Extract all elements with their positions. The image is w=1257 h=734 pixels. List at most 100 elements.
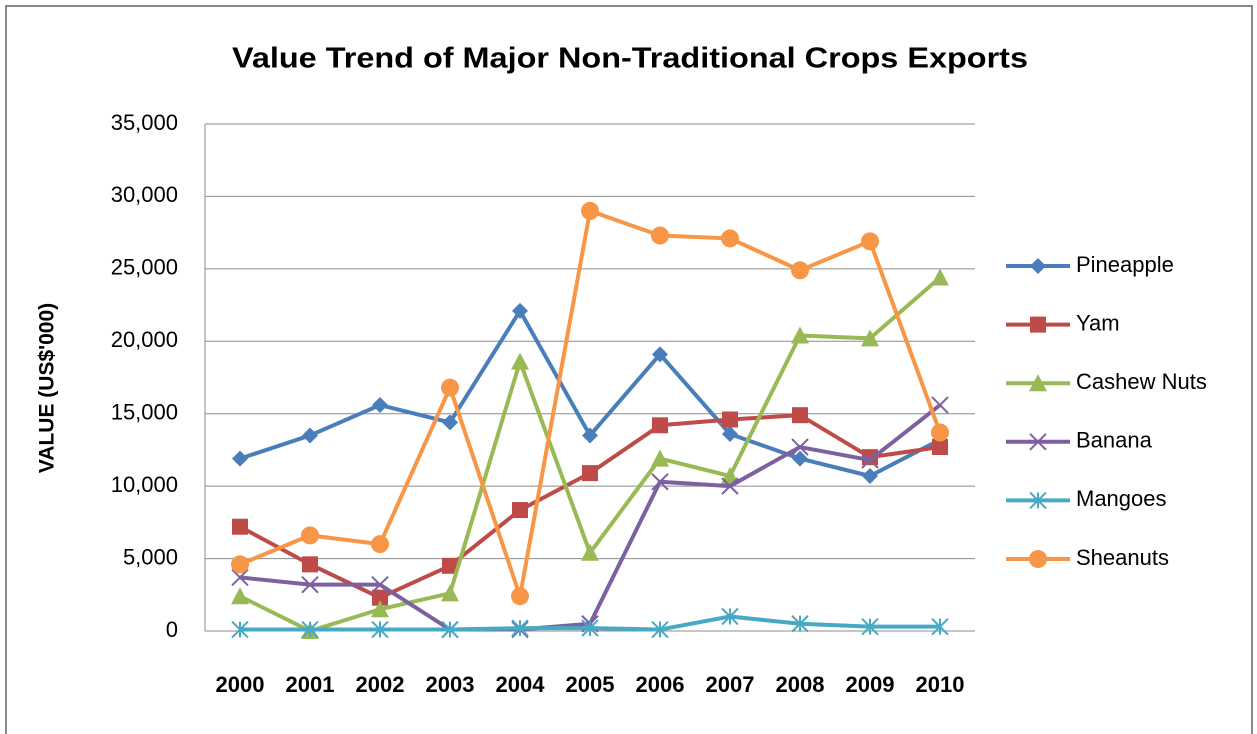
marker-shape bbox=[231, 587, 249, 605]
marker bbox=[1029, 433, 1047, 451]
marker-shape bbox=[581, 543, 599, 561]
marker bbox=[582, 465, 598, 482]
x-tick-label: 2004 bbox=[496, 672, 546, 697]
marker-shape bbox=[1029, 491, 1047, 510]
marker bbox=[652, 346, 668, 363]
marker bbox=[791, 261, 809, 280]
marker bbox=[861, 617, 879, 636]
marker-shape bbox=[652, 346, 668, 363]
marker-shape bbox=[371, 600, 389, 618]
marker-shape bbox=[862, 468, 878, 485]
marker-shape bbox=[371, 575, 389, 594]
marker-shape bbox=[721, 607, 739, 626]
marker bbox=[1030, 258, 1046, 274]
marker-shape bbox=[722, 425, 738, 442]
x-tick-label: 2009 bbox=[846, 672, 895, 697]
marker-shape bbox=[1029, 550, 1047, 568]
marker bbox=[581, 543, 599, 561]
marker bbox=[931, 396, 949, 414]
marker bbox=[651, 620, 669, 639]
legend-label: Cashew Nuts bbox=[1076, 369, 1207, 394]
x-tick-label: 2001 bbox=[286, 672, 335, 697]
marker bbox=[371, 600, 389, 618]
marker bbox=[511, 619, 529, 637]
marker-shape bbox=[651, 473, 669, 491]
legend-label: Sheanuts bbox=[1076, 545, 1169, 570]
marker bbox=[792, 450, 808, 467]
marker-shape bbox=[232, 450, 248, 467]
marker bbox=[372, 589, 388, 606]
marker bbox=[302, 556, 318, 573]
marker-shape bbox=[791, 438, 809, 456]
marker-shape bbox=[791, 326, 809, 344]
marker bbox=[861, 451, 879, 469]
marker-shape bbox=[582, 427, 598, 444]
marker-shape bbox=[1029, 374, 1047, 392]
marker bbox=[231, 555, 249, 574]
marker bbox=[441, 620, 459, 639]
marker-shape bbox=[231, 555, 249, 574]
marker-shape bbox=[792, 407, 808, 424]
marker bbox=[442, 557, 458, 574]
marker-shape bbox=[582, 465, 598, 482]
marker bbox=[302, 427, 318, 444]
marker-shape bbox=[721, 467, 739, 485]
marker-shape bbox=[442, 414, 458, 431]
marker bbox=[512, 502, 528, 519]
marker-shape bbox=[861, 329, 879, 347]
marker bbox=[861, 232, 879, 251]
marker bbox=[1029, 374, 1047, 392]
marker-shape bbox=[721, 229, 739, 248]
marker-shape bbox=[442, 557, 458, 574]
marker bbox=[581, 201, 599, 220]
marker bbox=[721, 607, 739, 626]
marker bbox=[721, 467, 739, 485]
marker bbox=[512, 302, 528, 319]
legend-label: Banana bbox=[1076, 428, 1153, 453]
marker-shape bbox=[301, 526, 319, 545]
marker-shape bbox=[371, 535, 389, 554]
marker-shape bbox=[301, 575, 319, 594]
marker-shape bbox=[372, 397, 388, 414]
x-tick-label: 2000 bbox=[216, 672, 265, 697]
marker bbox=[932, 439, 948, 456]
marker-shape bbox=[651, 449, 669, 467]
marker bbox=[231, 620, 249, 639]
marker-shape bbox=[511, 619, 529, 637]
marker bbox=[862, 468, 878, 485]
y-tick-label: 5,000 bbox=[123, 544, 178, 569]
marker-shape bbox=[931, 423, 949, 442]
marker bbox=[441, 378, 459, 397]
marker-shape bbox=[791, 615, 809, 633]
marker-shape bbox=[721, 477, 739, 495]
marker-shape bbox=[652, 417, 668, 434]
y-tick-label: 25,000 bbox=[111, 255, 178, 280]
marker bbox=[651, 449, 669, 467]
marker-shape bbox=[512, 502, 528, 519]
marker-shape bbox=[792, 450, 808, 467]
x-tick-label: 2008 bbox=[776, 672, 825, 697]
marker bbox=[301, 526, 319, 545]
marker bbox=[792, 407, 808, 424]
marker-shape bbox=[1030, 258, 1046, 274]
marker bbox=[791, 438, 809, 456]
marker-shape bbox=[371, 620, 389, 639]
marker bbox=[441, 584, 459, 602]
marker bbox=[581, 619, 599, 637]
marker bbox=[1029, 550, 1047, 568]
x-tick-label: 2005 bbox=[566, 672, 615, 697]
marker bbox=[721, 229, 739, 248]
marker bbox=[651, 473, 669, 491]
marker-shape bbox=[372, 589, 388, 606]
marker bbox=[232, 450, 248, 467]
marker-shape bbox=[441, 378, 459, 397]
marker-shape bbox=[302, 556, 318, 573]
y-tick-label: 10,000 bbox=[111, 472, 178, 497]
marker bbox=[721, 477, 739, 495]
marker bbox=[1029, 491, 1047, 510]
marker bbox=[931, 268, 949, 286]
y-tick-label: 35,000 bbox=[111, 110, 178, 135]
marker bbox=[442, 414, 458, 431]
chart-title: Value Trend of Major Non-Traditional Cro… bbox=[232, 43, 1028, 75]
chart-frame bbox=[5, 5, 1253, 734]
